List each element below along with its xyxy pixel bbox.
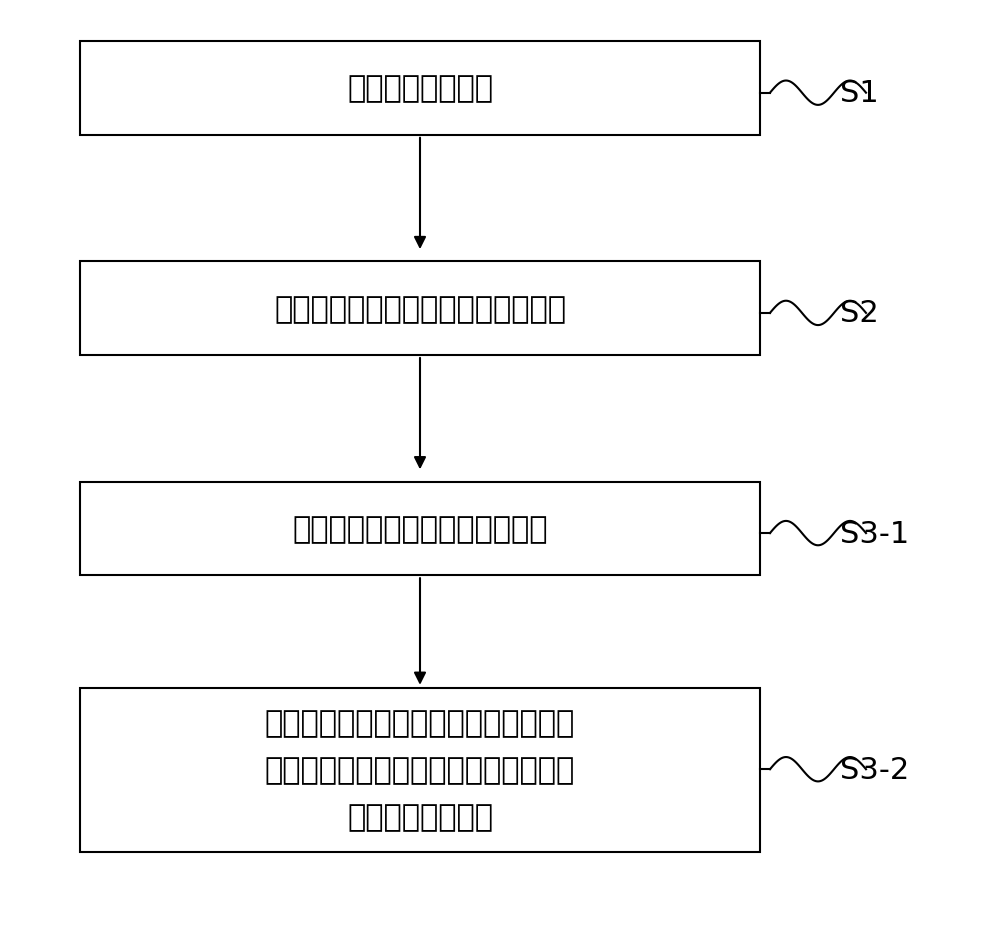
- Text: S2: S2: [840, 300, 879, 328]
- FancyBboxPatch shape: [80, 482, 760, 576]
- Text: S3-2: S3-2: [840, 755, 909, 783]
- FancyBboxPatch shape: [80, 42, 760, 136]
- Text: 间后，关闭冷却水: 间后，关闭冷却水: [347, 802, 493, 831]
- Text: 开启冷却水，并在第七机架咬钢预设时: 开启冷却水，并在第七机架咬钢预设时: [265, 755, 575, 784]
- FancyBboxPatch shape: [80, 688, 760, 852]
- Text: 对管线钢进行加热: 对管线钢进行加热: [347, 75, 493, 103]
- Text: 采用恒定速度对管线钢进行精轧: 采用恒定速度对管线钢进行精轧: [292, 515, 548, 543]
- Text: 对精轧机架组中的第一机架和第四机架: 对精轧机架组中的第一机架和第四机架: [265, 709, 575, 738]
- Text: S3-1: S3-1: [840, 519, 909, 548]
- Text: S1: S1: [840, 80, 879, 108]
- FancyBboxPatch shape: [80, 262, 760, 356]
- Text: 对加热后的所述管线钢进行粗轧轧制: 对加热后的所述管线钢进行粗轧轧制: [274, 295, 566, 323]
